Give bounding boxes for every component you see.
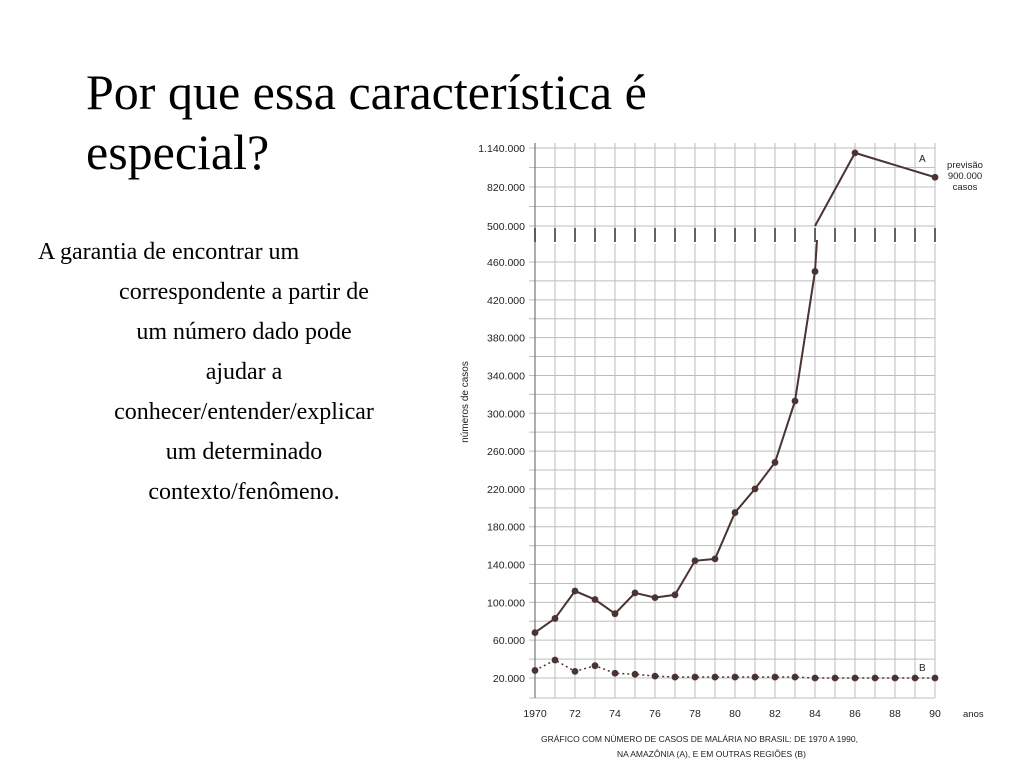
y-tick-label: 180.000 [487, 522, 525, 534]
bullet-line: conhecer/entender/explicar [114, 399, 374, 425]
x-tick-label: 74 [609, 708, 621, 720]
x-tick-label: 80 [729, 708, 741, 720]
y-tick-label: 380.000 [487, 333, 525, 345]
bullet-line: correspondente a partir de [119, 279, 369, 305]
bullet-line: A garantia de encontrar um [38, 239, 300, 265]
y-tick-label: 420.000 [487, 295, 525, 307]
x-axis-unit-label: anos [963, 709, 984, 720]
y-tick-label: 220.000 [487, 484, 525, 496]
series-b-point [871, 674, 879, 682]
x-tick-label: 1970 [523, 708, 547, 720]
x-tick-label: 82 [769, 708, 781, 720]
chart-grid [529, 143, 936, 699]
bullet-line: um determinado [165, 439, 323, 465]
chart-caption: GRÁFICO COM NÚMERO DE CASOS DE MALÁRIA N… [541, 734, 858, 744]
series-b-point [611, 669, 619, 677]
series-a-point [551, 615, 559, 622]
series-b-point [771, 673, 779, 681]
series-b-point [591, 662, 599, 670]
y-tick-label: 140.000 [487, 560, 525, 572]
series-b-point [891, 674, 899, 682]
series-label: B [919, 663, 926, 674]
bullet-line: um número dado pode [136, 319, 352, 345]
y-tick-label: 300.000 [487, 408, 525, 420]
series-b-point [671, 673, 679, 681]
series-a-line [814, 239, 818, 272]
y-tick-label: 260.000 [487, 446, 525, 458]
series-a-point [571, 587, 579, 595]
series-b-point [931, 674, 939, 682]
x-tick-label: 72 [569, 708, 581, 720]
series-b-point [571, 667, 579, 675]
chart-series [531, 149, 939, 682]
series-b-point [731, 673, 739, 681]
bullet-line: ajudar a [205, 359, 283, 385]
y-tick-label: 460.000 [487, 257, 525, 269]
x-tick-label: 76 [649, 708, 661, 720]
forecast-note: previsão [947, 160, 983, 171]
series-a-point [791, 397, 799, 405]
title-line-1: Por que essa característica é [86, 64, 647, 120]
series-b-point [911, 674, 919, 682]
y-tick-label: 1.140.000 [478, 143, 525, 155]
forecast-note: casos [953, 182, 978, 193]
series-b-point [711, 673, 719, 681]
series-a-point [671, 591, 679, 599]
title-line-2: especial? [86, 124, 270, 180]
series-a-point [811, 268, 819, 275]
x-tick-label: 84 [809, 708, 821, 720]
series-b-point [691, 673, 699, 681]
series-a-point [731, 509, 739, 516]
x-tick-label: 88 [889, 708, 901, 720]
series-a-point [591, 596, 599, 603]
series-label: A [919, 154, 926, 165]
y-tick-label: 340.000 [487, 370, 525, 382]
series-b-point [851, 674, 859, 682]
series-b-point [651, 672, 659, 680]
y-axis-label: números de casos [460, 361, 471, 443]
bullet-text: A garantia de encontrar um correspondent… [38, 232, 430, 512]
x-tick-label: 90 [929, 708, 941, 720]
series-a-point [751, 485, 759, 493]
series-a-point [651, 594, 659, 602]
series-b-point [831, 674, 839, 682]
series-a-point [611, 610, 619, 618]
y-tick-label: 820.000 [487, 182, 525, 194]
malaria-line-chart: 1.140.000 820.000 500.000 460.000 420.000 380… [460, 143, 984, 759]
series-b-point [791, 673, 799, 681]
y-tick-label: 60.000 [493, 635, 525, 647]
series-b-point [631, 670, 639, 678]
y-tick-label: 500.000 [487, 221, 525, 233]
series-a-point [531, 629, 539, 637]
series-b-point [751, 673, 759, 681]
series-a-point [691, 557, 699, 565]
series-b-point [551, 656, 559, 664]
series-a-point [851, 149, 859, 157]
chart-axes [534, 143, 936, 698]
forecast-note: 900.000 [948, 171, 982, 182]
x-tick-label: 86 [849, 708, 861, 720]
y-tick-label: 20.000 [493, 673, 525, 685]
chart-labels: 1.140.000 820.000 500.000 460.000 420.000 380… [460, 143, 984, 759]
series-a-point [711, 555, 719, 563]
series-a-point [931, 173, 939, 181]
series-b-point [811, 674, 819, 682]
series-b-line [534, 659, 935, 679]
chart-caption: NA AMAZÔNIA (A), E EM OUTRAS REGIÕES (B) [617, 749, 806, 759]
x-tick-label: 78 [689, 708, 701, 720]
series-b-point [531, 667, 539, 674]
slide-title: Por que essa característica é especial? [86, 62, 846, 182]
series-a-point [631, 589, 639, 597]
series-a-point [771, 459, 779, 466]
y-tick-label: 100.000 [487, 597, 525, 609]
bullet-line: contexto/fenômeno. [148, 479, 340, 505]
